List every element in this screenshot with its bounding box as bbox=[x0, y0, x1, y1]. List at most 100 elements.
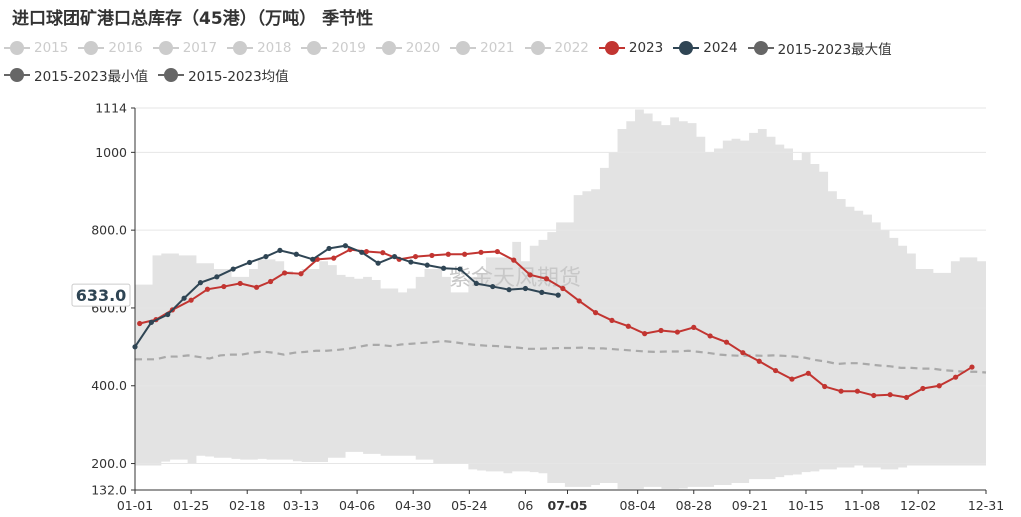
legend-label: 2024 bbox=[703, 39, 738, 56]
data-point bbox=[854, 388, 861, 394]
data-point bbox=[221, 283, 227, 290]
data-point bbox=[953, 374, 959, 380]
x-tick-label-highlight: 07-05 bbox=[548, 498, 588, 513]
x-tick-label: 04-06 bbox=[339, 498, 375, 513]
legend-item-2020[interactable]: 2020 bbox=[375, 39, 441, 56]
legend-item-2024[interactable]: 2024 bbox=[673, 39, 738, 56]
legend-row: 2015 2016 2017 2018 2019 2020 2021 2022 2023 2024… bbox=[4, 34, 1019, 61]
data-point bbox=[326, 245, 332, 252]
legend-item-2019[interactable]: 2019 bbox=[301, 39, 366, 56]
y-tick-label: 132.0 bbox=[91, 483, 127, 498]
y-tick-label: 200.0 bbox=[91, 456, 127, 471]
data-point bbox=[494, 248, 500, 255]
legend-label: 2015-2023最小值 bbox=[34, 68, 149, 85]
legend-symbol-icon bbox=[673, 40, 700, 55]
data-point bbox=[642, 331, 648, 337]
legend-item-2017[interactable]: 2017 bbox=[152, 40, 217, 56]
data-point bbox=[625, 323, 631, 329]
data-point bbox=[230, 266, 236, 272]
x-tick-label: 08-28 bbox=[676, 498, 712, 513]
data-point bbox=[473, 280, 479, 287]
range-band bbox=[135, 109, 986, 489]
data-point bbox=[723, 339, 730, 345]
data-point bbox=[539, 289, 545, 295]
legend-item-2018[interactable]: 2018 bbox=[227, 40, 291, 56]
data-point bbox=[363, 248, 370, 255]
data-point bbox=[887, 392, 893, 398]
data-point bbox=[576, 298, 582, 304]
data-point bbox=[246, 259, 253, 266]
series-line-2023 bbox=[139, 248, 973, 399]
legend-item-2015-2023最大值[interactable]: 2015-2023最大值 bbox=[747, 38, 892, 58]
data-point bbox=[920, 385, 926, 392]
series-2023 bbox=[137, 246, 975, 401]
legend-label: 2018 bbox=[257, 39, 292, 56]
legend-symbol-icon bbox=[78, 40, 105, 55]
data-point bbox=[132, 344, 138, 350]
y-pointer-label: 633.0 bbox=[76, 286, 127, 305]
legend-symbol-icon bbox=[227, 40, 254, 55]
legend-item-2015-2023均值[interactable]: 2015-2023均值 bbox=[158, 65, 289, 85]
data-point bbox=[903, 394, 910, 401]
legend: 2015 2016 2017 2018 2019 2020 2021 2022 2023 2024… bbox=[4, 34, 1019, 88]
legend-item-2016[interactable]: 2016 bbox=[78, 39, 143, 56]
data-point bbox=[197, 280, 204, 286]
data-point bbox=[282, 270, 288, 276]
legend-item-2021[interactable]: 2021 bbox=[450, 39, 515, 56]
legend-label: 2019 bbox=[331, 39, 366, 56]
legend-label: 2020 bbox=[405, 39, 441, 56]
legend-item-2023[interactable]: 2023 bbox=[598, 40, 663, 56]
data-point bbox=[424, 262, 430, 268]
data-point bbox=[267, 278, 274, 285]
data-point bbox=[412, 253, 419, 260]
data-point bbox=[462, 251, 468, 257]
legend-label: 2015 bbox=[34, 39, 69, 56]
y-tick-label: 1000 bbox=[95, 145, 127, 160]
legend-label: 2016 bbox=[108, 39, 143, 56]
series-2024 bbox=[132, 243, 561, 350]
data-point bbox=[527, 272, 533, 278]
legend-item-2015[interactable]: 2015 bbox=[4, 40, 68, 56]
data-point bbox=[237, 280, 243, 287]
legend-symbol-icon bbox=[524, 40, 551, 55]
x-tick-label: 08-04 bbox=[619, 498, 655, 513]
legend-label: 2015-2023均值 bbox=[188, 68, 289, 85]
data-point bbox=[188, 297, 194, 303]
data-point bbox=[658, 327, 664, 334]
x-tick-label: 11-08 bbox=[844, 498, 880, 513]
data-point bbox=[838, 388, 844, 394]
data-point bbox=[148, 319, 154, 325]
legend-label: 2021 bbox=[480, 39, 515, 56]
data-point bbox=[298, 271, 304, 277]
data-point bbox=[391, 253, 398, 260]
legend-item-2022[interactable]: 2022 bbox=[524, 40, 589, 56]
data-point bbox=[609, 317, 615, 323]
data-point bbox=[342, 243, 349, 249]
y-tick-label: 800.0 bbox=[91, 223, 127, 238]
x-tick-label: 09-21 bbox=[732, 498, 768, 513]
data-point bbox=[511, 257, 517, 263]
data-point bbox=[441, 265, 447, 271]
data-point bbox=[560, 285, 566, 292]
legend-symbol-icon bbox=[301, 40, 328, 55]
legend-symbol-icon bbox=[152, 40, 179, 55]
data-point bbox=[408, 259, 414, 265]
data-point bbox=[691, 324, 697, 330]
legend-symbol-icon bbox=[4, 67, 30, 82]
data-point bbox=[822, 383, 828, 390]
data-point bbox=[805, 370, 811, 376]
data-point bbox=[740, 350, 746, 356]
legend-symbol-icon bbox=[747, 40, 774, 55]
legend-item-2015-2023最小值[interactable]: 2015-2023最小值 bbox=[4, 65, 148, 85]
mean-line bbox=[135, 339, 987, 374]
data-point bbox=[543, 276, 550, 282]
data-point bbox=[674, 329, 680, 335]
data-point bbox=[506, 287, 512, 293]
data-point bbox=[137, 320, 143, 327]
x-tick-label: 05-24 bbox=[451, 498, 487, 513]
data-point bbox=[592, 310, 599, 316]
data-point bbox=[253, 284, 260, 290]
data-point bbox=[310, 256, 316, 262]
x-tick-label: 01-25 bbox=[173, 498, 209, 513]
